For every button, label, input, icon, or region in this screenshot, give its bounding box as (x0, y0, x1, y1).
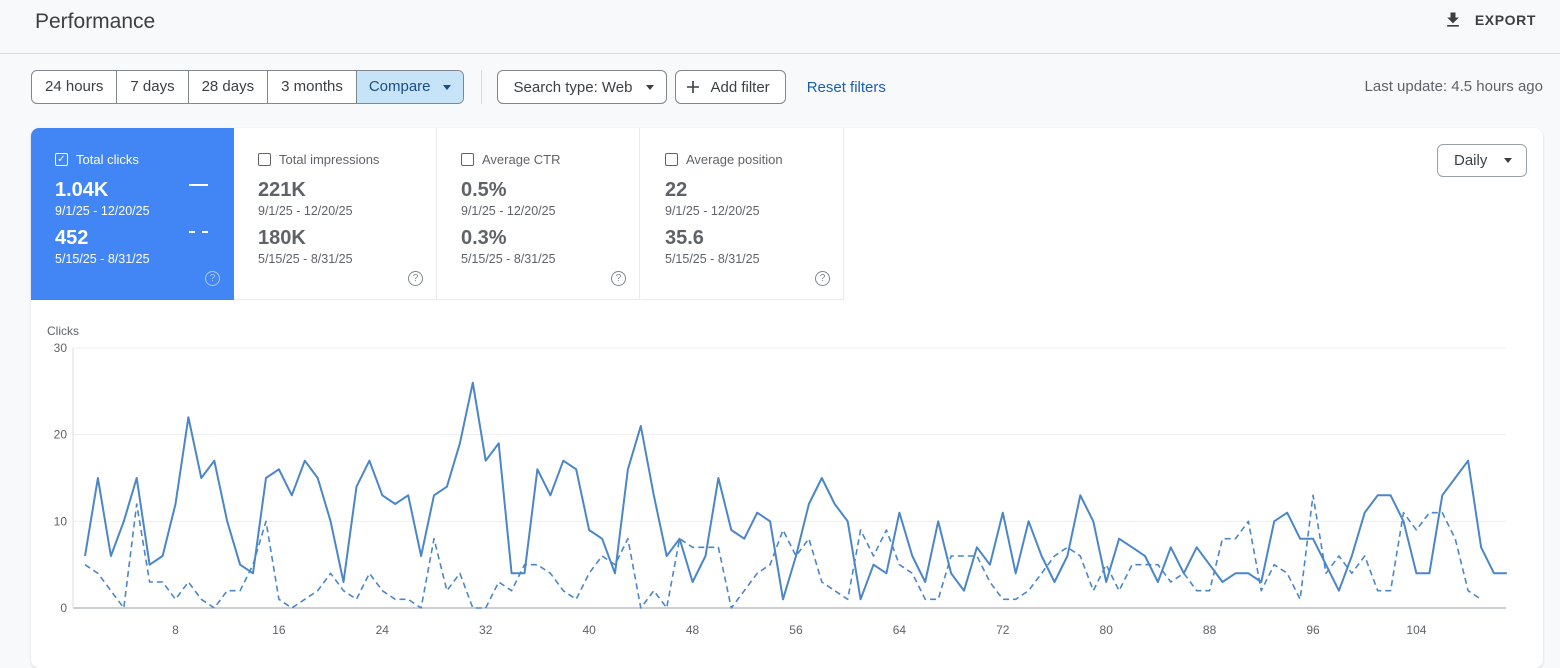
metric-compare-range: 5/15/25 - 8/31/25 (665, 252, 760, 266)
metric-label-row: Average CTR (461, 152, 639, 167)
date-range-selector: 24 hours 7 days 28 days 3 months Compare (31, 70, 464, 104)
metric-total-clicks[interactable]: ✓ Total clicks 1.04K 9/1/25 - 12/20/25 4… (31, 128, 234, 300)
legend-dashed-line-icon (189, 231, 208, 233)
x-tick-label: 8 (172, 623, 179, 637)
x-tick-label: 104 (1406, 623, 1426, 637)
x-tick-label: 96 (1306, 623, 1320, 637)
x-tick-label: 88 (1203, 623, 1217, 637)
range-3-months-button[interactable]: 3 months (268, 71, 357, 103)
metric-value: 22 (665, 179, 688, 201)
metric-value: 221K (258, 179, 306, 201)
metric-label: Total clicks (76, 152, 139, 167)
add-filter-button[interactable]: Add filter (675, 70, 786, 104)
help-icon[interactable]: ? (408, 271, 423, 286)
toolbar-divider (480, 70, 482, 104)
page-title: Performance (35, 10, 156, 33)
metric-average-ctr[interactable]: Average CTR 0.5% 9/1/25 - 12/20/25 0.3% … (437, 128, 640, 300)
range-24-hours-button[interactable]: 24 hours (32, 71, 118, 103)
export-label: EXPORT (1474, 12, 1536, 28)
y-tick-label: 20 (54, 428, 68, 442)
x-tick-label: 64 (893, 623, 907, 637)
metric-compare-range: 5/15/25 - 8/31/25 (258, 252, 353, 266)
metric-label: Total impressions (279, 152, 380, 167)
reset-filters-link[interactable]: Reset filters (806, 78, 886, 96)
header: Performance EXPORT (0, 0, 1560, 54)
add-filter-label: Add filter (710, 78, 770, 96)
metric-range: 9/1/25 - 12/20/25 (55, 204, 150, 218)
metric-compare-value: 35.6 (665, 227, 704, 249)
export-button[interactable]: EXPORT (1443, 10, 1536, 30)
last-update-text: Last update: 4.5 hours ago (1364, 78, 1543, 95)
caret-down-icon (442, 84, 451, 90)
legend-solid-line-icon (189, 184, 208, 186)
x-tick-label: 56 (789, 623, 803, 637)
metric-value: 1.04K (55, 179, 109, 201)
y-tick-label: 0 (60, 601, 67, 615)
checkbox-checked-icon[interactable]: ✓ (55, 153, 68, 166)
metric-compare-value: 452 (55, 227, 89, 249)
metric-range: 9/1/25 - 12/20/25 (258, 204, 353, 218)
metric-label: Average position (686, 152, 783, 167)
metric-label-row: ✓ Total clicks (55, 152, 233, 167)
y-tick-label: 10 (54, 514, 68, 528)
range-7-days-button[interactable]: 7 days (117, 71, 189, 103)
checkbox-icon[interactable] (258, 153, 271, 166)
range-28-days-button[interactable]: 28 days (189, 71, 269, 103)
metric-compare-value: 0.3% (461, 227, 507, 249)
current-period-series-line (84, 381, 1507, 601)
metric-label-row: Average position (665, 152, 843, 167)
plus-icon (687, 81, 700, 93)
metric-value: 0.5% (461, 179, 507, 201)
metric-label-row: Total impressions (258, 152, 436, 167)
help-icon[interactable]: ? (205, 271, 220, 286)
x-tick-label: 48 (686, 623, 700, 637)
performance-card: ✓ Total clicks 1.04K 9/1/25 - 12/20/25 4… (31, 128, 1543, 668)
metric-compare-range: 5/15/25 - 8/31/25 (55, 252, 150, 266)
granularity-dropdown[interactable]: Daily (1437, 144, 1527, 177)
search-type-label: Search type: Web (513, 78, 633, 96)
x-tick-label: 72 (996, 623, 1010, 637)
help-icon[interactable]: ? (611, 271, 626, 286)
help-icon[interactable]: ? (815, 271, 830, 286)
y-axis-label: Clicks (47, 324, 79, 338)
x-tick-label: 24 (376, 623, 390, 637)
y-tick-label: 30 (54, 341, 68, 355)
metric-total-impressions[interactable]: Total impressions 221K 9/1/25 - 12/20/25… (234, 128, 437, 300)
x-tick-label: 32 (479, 623, 493, 637)
metric-range: 9/1/25 - 12/20/25 (461, 204, 556, 218)
metric-range: 9/1/25 - 12/20/25 (665, 204, 760, 218)
search-type-dropdown[interactable]: Search type: Web (496, 70, 668, 104)
caret-down-icon (646, 84, 655, 90)
metric-compare-range: 5/15/25 - 8/31/25 (461, 252, 556, 266)
granularity-label: Daily (1454, 152, 1488, 169)
metric-compare-value: 180K (258, 227, 306, 249)
toolbar: 24 hours 7 days 28 days 3 months Compare… (31, 70, 886, 104)
compare-period-series-line (84, 494, 1482, 609)
compare-button[interactable]: Compare (356, 71, 463, 103)
x-tick-label: 16 (272, 623, 286, 637)
checkbox-icon[interactable] (665, 153, 678, 166)
x-tick-label: 80 (1100, 623, 1114, 637)
clicks-line-chart: Clicks 0 10 20 30 8 16 24 32 40 48 56 64 72 80 88 96 104 (47, 324, 1507, 637)
metric-label: Average CTR (482, 152, 561, 167)
checkbox-icon[interactable] (461, 153, 474, 166)
caret-down-icon (1504, 158, 1512, 163)
x-tick-label: 40 (582, 623, 596, 637)
metric-average-position[interactable]: Average position 22 9/1/25 - 12/20/25 35… (641, 128, 844, 300)
compare-label: Compare (368, 78, 431, 95)
download-icon (1446, 12, 1459, 27)
